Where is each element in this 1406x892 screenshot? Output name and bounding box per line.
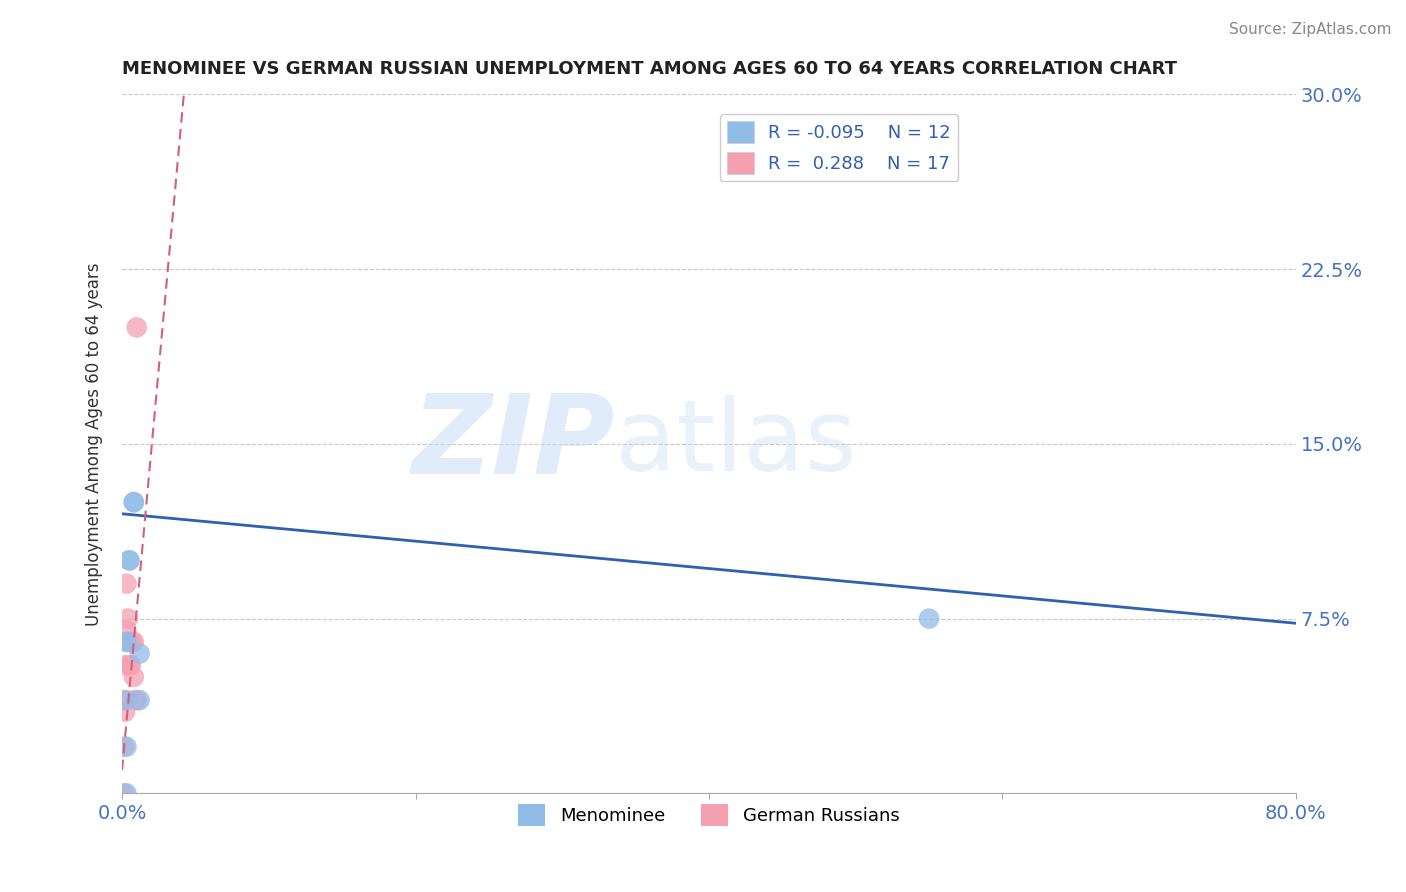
Legend: Menominee, German Russians: Menominee, German Russians — [512, 797, 907, 833]
Point — [115, 624, 138, 638]
Point — [122, 495, 145, 509]
Point — [120, 658, 142, 673]
Point — [124, 693, 146, 707]
Point — [128, 693, 150, 707]
Point — [125, 693, 148, 707]
Text: ZIP: ZIP — [412, 391, 614, 498]
Y-axis label: Unemployment Among Ages 60 to 64 years: Unemployment Among Ages 60 to 64 years — [86, 262, 103, 625]
Text: Source: ZipAtlas.com: Source: ZipAtlas.com — [1229, 22, 1392, 37]
Point — [122, 495, 145, 509]
Point — [114, 658, 136, 673]
Text: atlas: atlas — [614, 395, 856, 492]
Point — [118, 635, 141, 649]
Point — [115, 786, 138, 800]
Point — [118, 553, 141, 567]
Point — [118, 658, 141, 673]
Point — [112, 739, 135, 754]
Point — [115, 576, 138, 591]
Point — [115, 635, 138, 649]
Point — [121, 635, 143, 649]
Point — [112, 693, 135, 707]
Point — [112, 786, 135, 800]
Point — [117, 612, 139, 626]
Point — [114, 705, 136, 719]
Point — [918, 612, 941, 626]
Point — [115, 635, 138, 649]
Point — [118, 553, 141, 567]
Point — [128, 647, 150, 661]
Point — [115, 739, 138, 754]
Point — [122, 670, 145, 684]
Point — [122, 635, 145, 649]
Text: MENOMINEE VS GERMAN RUSSIAN UNEMPLOYMENT AMONG AGES 60 TO 64 YEARS CORRELATION C: MENOMINEE VS GERMAN RUSSIAN UNEMPLOYMENT… — [122, 60, 1177, 78]
Point — [125, 320, 148, 334]
Point — [115, 693, 138, 707]
